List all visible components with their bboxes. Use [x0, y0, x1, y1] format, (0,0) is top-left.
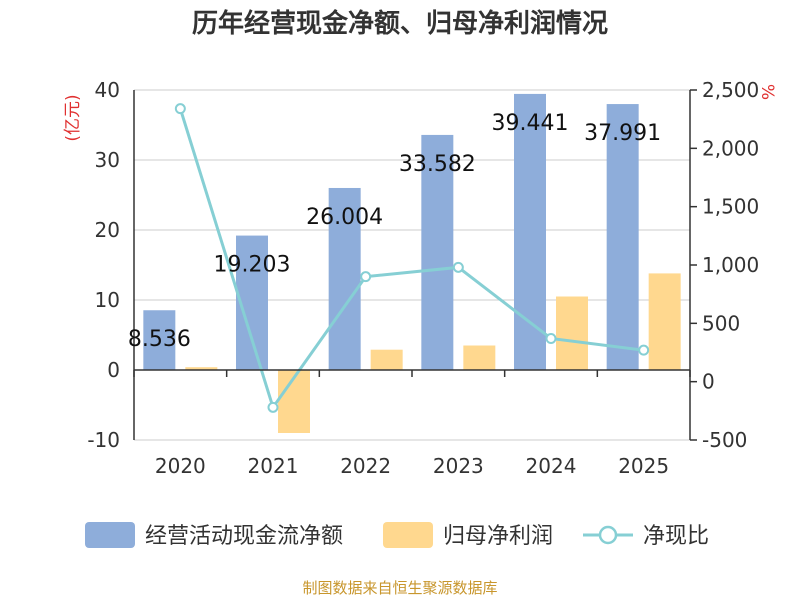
legend-label-profit: 归母净利润 — [443, 524, 553, 549]
x-tick-label: 2024 — [526, 454, 577, 478]
cashflow-data-label: 33.582 — [399, 152, 476, 177]
right-axis-unit: % — [757, 84, 777, 100]
legend-swatch-cashflow — [85, 522, 135, 548]
ratio-point-2020 — [174, 103, 186, 115]
ratio-line-path — [178, 108, 644, 411]
chart-title: 历年经营现金净额、归母净利润情况 — [192, 8, 608, 39]
ratio-point-2024 — [545, 333, 557, 344]
left-tick-label: 20 — [95, 218, 120, 242]
left-tick-label: 10 — [95, 288, 120, 312]
x-tick-label: 2023 — [433, 454, 484, 478]
right-tick-label: 1,500 — [702, 195, 759, 219]
right-tick-label: 500 — [702, 311, 740, 335]
bar-profit-2025 — [648, 273, 681, 370]
bar-cashflow-2020 — [143, 310, 176, 370]
right-axis: 2,500 2,000 1,500 1,000 500 0 -500 — [689, 78, 759, 452]
left-tick-label: 0 — [107, 358, 120, 382]
bar-cashflow-2023 — [421, 134, 454, 370]
cashflow-data-label: 19.203 — [214, 253, 291, 278]
legend-swatch-profit — [383, 522, 433, 548]
ratio-line — [174, 103, 650, 413]
legend-label-ratio: 净现比 — [643, 524, 709, 549]
left-axis-unit: (亿元) — [63, 94, 83, 141]
legend-label-cashflow: 经营活动现金流净额 — [145, 524, 343, 549]
bar-profit-2023 — [463, 345, 496, 370]
left-tick-label: 40 — [95, 78, 120, 102]
data-labels: 8.536 19.203 26.004 33.582 39.441 37.991 — [128, 111, 661, 352]
left-tick-label: -10 — [87, 428, 120, 452]
ratio-point-2021 — [267, 401, 279, 413]
legend: 经营活动现金流净额 归母净利润 净现比 — [85, 522, 709, 549]
x-axis: 2020 2021 2022 2023 2024 2025 — [133, 369, 691, 478]
x-tick-label: 2020 — [155, 454, 206, 478]
bar-profit-2020 — [185, 367, 218, 370]
bars — [143, 93, 681, 433]
left-tick-label: 30 — [95, 148, 120, 172]
cashflow-data-label: 8.536 — [128, 327, 191, 352]
left-axis: 40 30 20 10 0 -10 — [87, 78, 135, 452]
cashflow-data-label: 37.991 — [584, 121, 661, 146]
right-tick-label: 0 — [702, 370, 715, 394]
cashflow-data-label: 39.441 — [492, 111, 569, 136]
bar-cashflow-2025 — [606, 104, 639, 371]
x-tick-label: 2022 — [340, 454, 391, 478]
ratio-point-2023 — [452, 261, 464, 273]
right-tick-label: -500 — [702, 428, 747, 452]
bar-profit-2021 — [278, 370, 310, 433]
bar-profit-2024 — [556, 296, 588, 370]
ratio-point-2025 — [638, 344, 650, 356]
legend-swatch-ratio-marker — [598, 525, 618, 545]
right-tick-label: 2,500 — [702, 78, 759, 102]
cashflow-data-label: 26.004 — [306, 205, 383, 230]
right-tick-label: 1,000 — [702, 253, 759, 277]
source-note: 制图数据来自恒生聚源数据库 — [302, 579, 497, 597]
bar-cashflow-2022 — [328, 187, 361, 370]
x-tick-label: 2025 — [618, 454, 669, 478]
right-tick-label: 2,000 — [702, 136, 759, 160]
ratio-point-2022 — [360, 271, 372, 283]
x-tick-label: 2021 — [248, 454, 299, 478]
bar-profit-2022 — [370, 349, 403, 370]
